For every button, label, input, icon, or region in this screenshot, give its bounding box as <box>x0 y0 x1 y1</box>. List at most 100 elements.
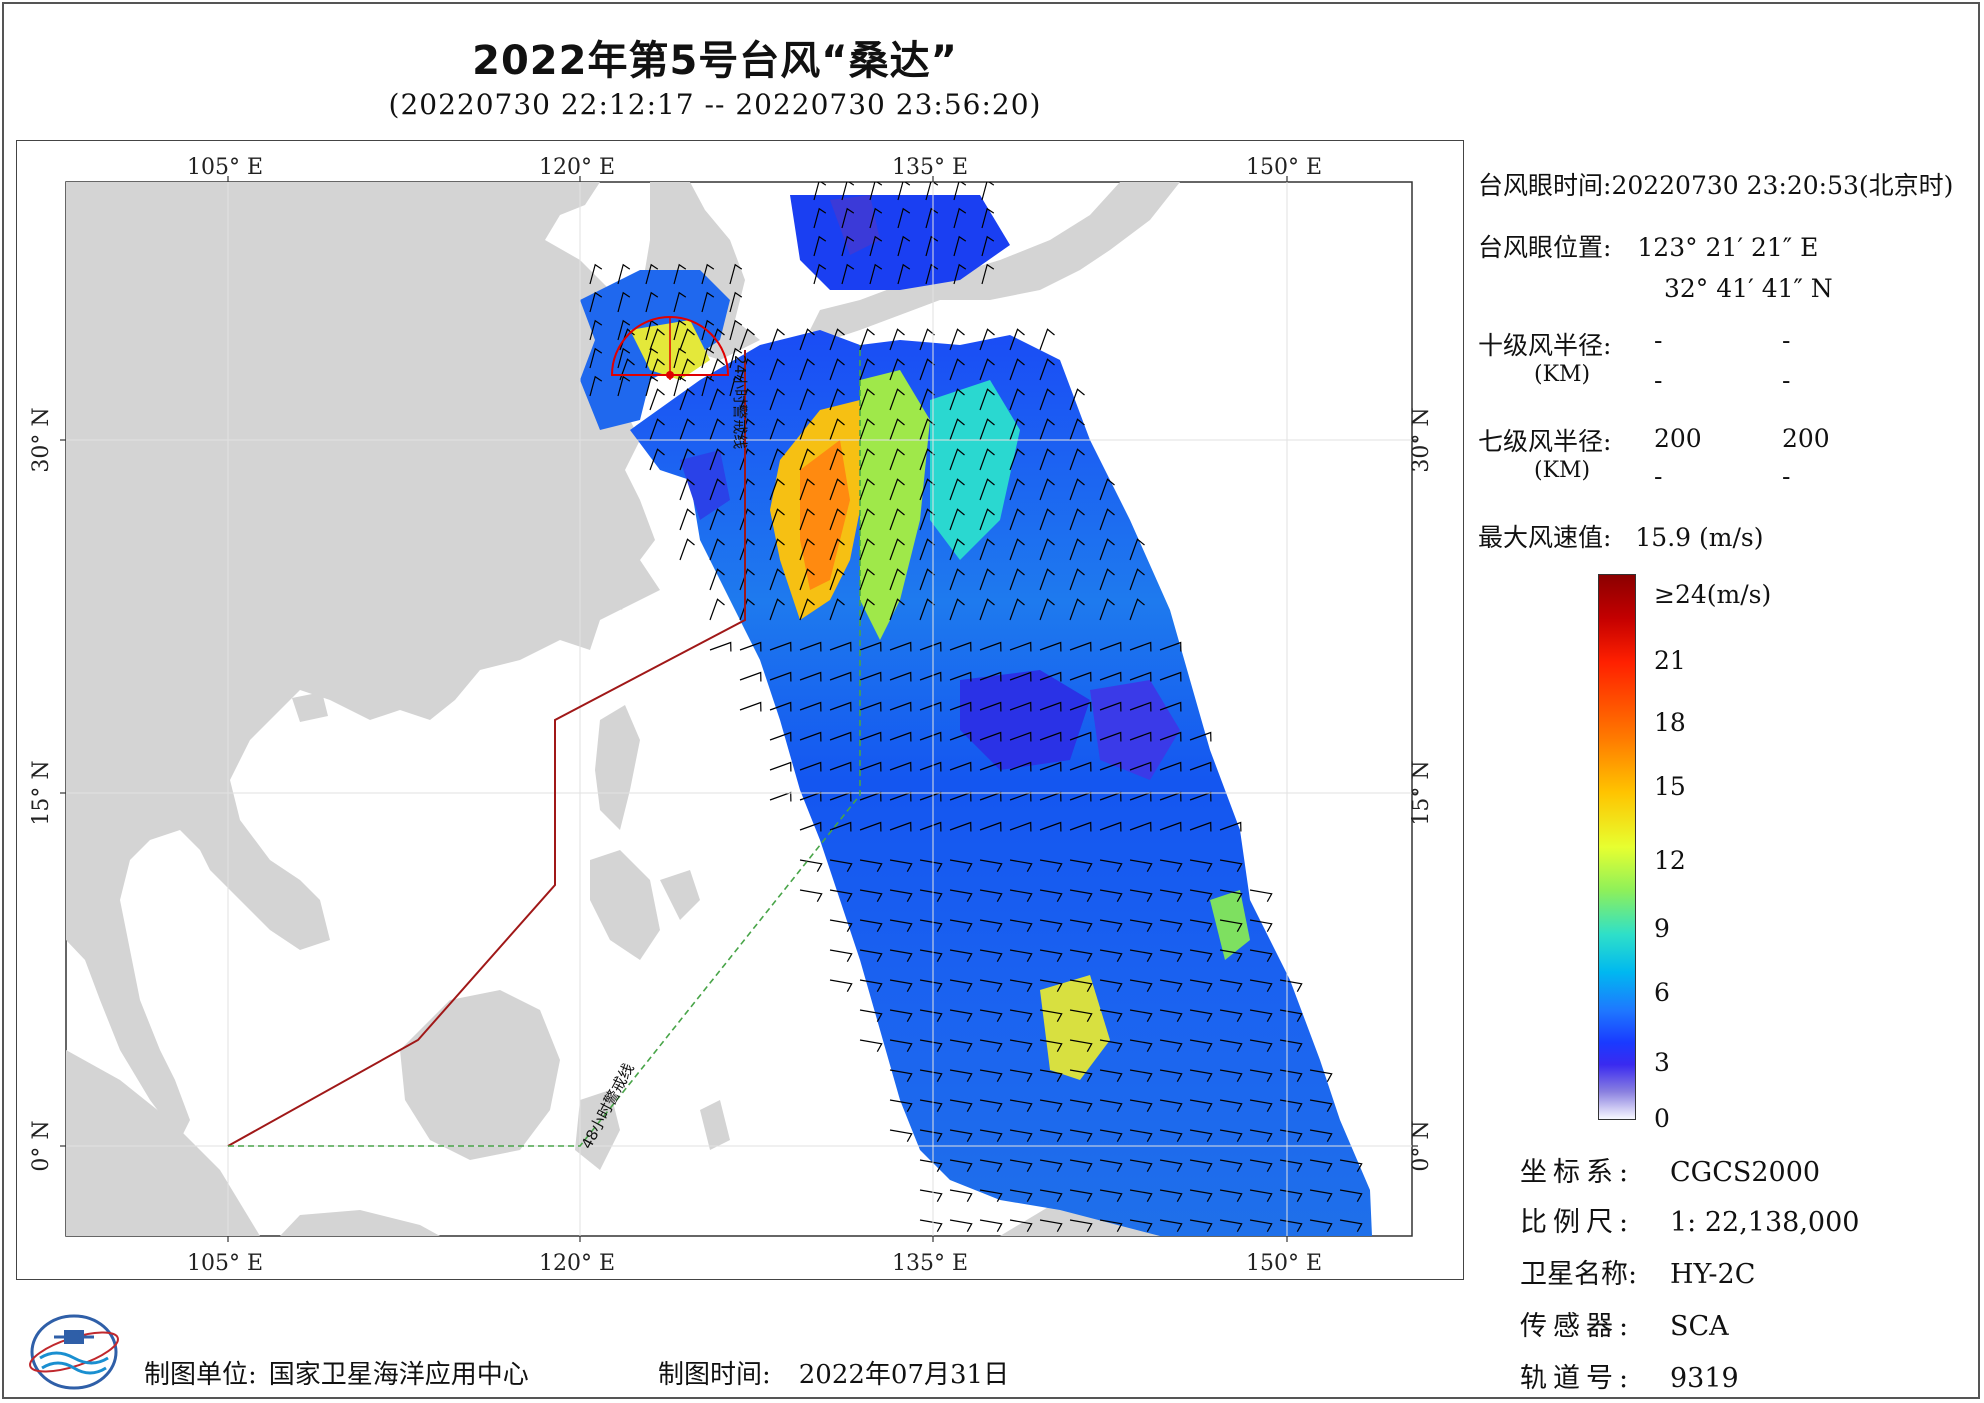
wind-barb <box>919 418 935 441</box>
wind-barb <box>1069 731 1092 742</box>
r7-label: 七级风半径: <box>1478 427 1612 456</box>
legend-label-0: 0 <box>1654 1104 1670 1133</box>
wind-barb <box>889 538 905 561</box>
wind-barb <box>979 979 1003 992</box>
wind-barb <box>709 358 725 381</box>
wind-barb <box>679 328 695 351</box>
wind-barb <box>1159 671 1182 682</box>
r7-value-2: 200 <box>1782 424 1830 453</box>
wind-barb <box>949 701 972 712</box>
r10-value-3: - <box>1654 366 1663 395</box>
wind-barb <box>859 358 875 381</box>
land-masses <box>66 182 1330 1236</box>
wind-barb <box>841 235 855 257</box>
wind-barb <box>619 358 635 381</box>
wind-barb <box>1129 761 1152 772</box>
wind-barb <box>813 182 827 201</box>
lat-label-15-right: 15° N <box>1409 760 1434 825</box>
wind-barb <box>949 949 973 962</box>
wind-barb <box>1039 1039 1063 1052</box>
wind-barb <box>729 291 743 313</box>
wind-barb <box>739 641 762 652</box>
wind-barb <box>829 761 852 772</box>
wind-barb <box>1189 1159 1213 1172</box>
wind-barb <box>1069 889 1093 902</box>
wind-barb <box>649 388 665 411</box>
wind-barb <box>1039 641 1062 652</box>
wind-barb <box>919 1039 943 1052</box>
footer-unit-label: 制图单位: <box>144 1360 257 1390</box>
r10-unit: (KM) <box>1534 362 1591 387</box>
crs-label: 坐标系: <box>1520 1157 1635 1188</box>
wind-barb <box>1039 1189 1063 1202</box>
wind-barb <box>1009 418 1025 441</box>
wind-barb <box>859 388 875 411</box>
satellite-label: 卫星名称: <box>1520 1259 1638 1290</box>
wind-barb <box>1189 1039 1213 1052</box>
wind-barb <box>949 641 972 652</box>
wind-barb <box>829 388 845 411</box>
wind-barb <box>673 263 687 285</box>
wind-barb <box>799 821 822 832</box>
wind-barb <box>1009 671 1032 682</box>
lat-label-30-right: 30° N <box>1409 407 1434 472</box>
wind-barb <box>979 821 1002 832</box>
wind-barb <box>769 671 792 682</box>
wind-barb <box>1219 1159 1243 1172</box>
wind-barb <box>589 375 603 397</box>
footer-unit: 制图单位: 国家卫星海洋应用中心 <box>144 1354 529 1391</box>
wind-barb <box>829 568 845 591</box>
wind-barb <box>889 418 905 441</box>
wind-barb <box>617 347 631 369</box>
wind-barb <box>813 207 827 229</box>
wind-barb <box>1099 538 1115 561</box>
wind-barb <box>1249 889 1273 902</box>
wind-barb <box>949 761 972 772</box>
wind-barb <box>1009 1009 1033 1022</box>
wind-barb <box>701 291 715 313</box>
wind-barb <box>1099 889 1123 902</box>
wind-barb <box>859 568 875 591</box>
max-wind-row: 最大风速值: 15.9 (m/s) <box>1478 518 1763 554</box>
wind-barb <box>739 328 755 351</box>
wind-barb <box>1249 1009 1273 1022</box>
wind-barb <box>739 448 755 471</box>
wind-barb <box>889 328 905 351</box>
wind-barb <box>979 671 1002 682</box>
wind-barb <box>953 235 967 257</box>
wind-barb <box>979 859 1003 872</box>
wind-barb <box>1099 919 1123 932</box>
wind-barb <box>1099 821 1122 832</box>
lon-label-120-bottom: 120° E <box>539 1251 615 1276</box>
wind-barb <box>769 418 785 441</box>
wind-barb <box>919 1129 943 1142</box>
wind-barb <box>889 1069 913 1082</box>
wind-barb <box>829 538 845 561</box>
wind-barb <box>1099 979 1123 992</box>
wind-barb <box>1039 671 1062 682</box>
wind-barb <box>1039 1009 1063 1022</box>
wind-barb <box>925 263 939 285</box>
eye-time-label: 台风眼时间: <box>1478 171 1612 200</box>
wind-barb <box>1159 1219 1183 1232</box>
wind-barb <box>1309 1189 1333 1202</box>
wind-barb <box>1189 1189 1213 1202</box>
wind-barb <box>679 418 695 441</box>
wind-barb <box>799 859 823 872</box>
wind-barb <box>1069 448 1085 471</box>
wind-barb <box>919 358 935 381</box>
wind-barb <box>889 761 912 772</box>
organization-logo-icon <box>29 1314 119 1390</box>
wind-barb <box>979 598 995 621</box>
wind-barb <box>1009 388 1025 411</box>
legend-label-3: 3 <box>1654 1048 1670 1077</box>
wind-barb <box>953 182 967 201</box>
wind-barb <box>1309 1129 1333 1142</box>
wind-barb <box>979 1129 1003 1142</box>
wind-barb <box>829 701 852 712</box>
wind-barb <box>829 448 845 471</box>
footer-time: 制图时间: 2022年07月31日 <box>658 1354 1009 1391</box>
lat-label-15-left: 15° N <box>29 760 54 825</box>
wind-barb <box>949 418 965 441</box>
